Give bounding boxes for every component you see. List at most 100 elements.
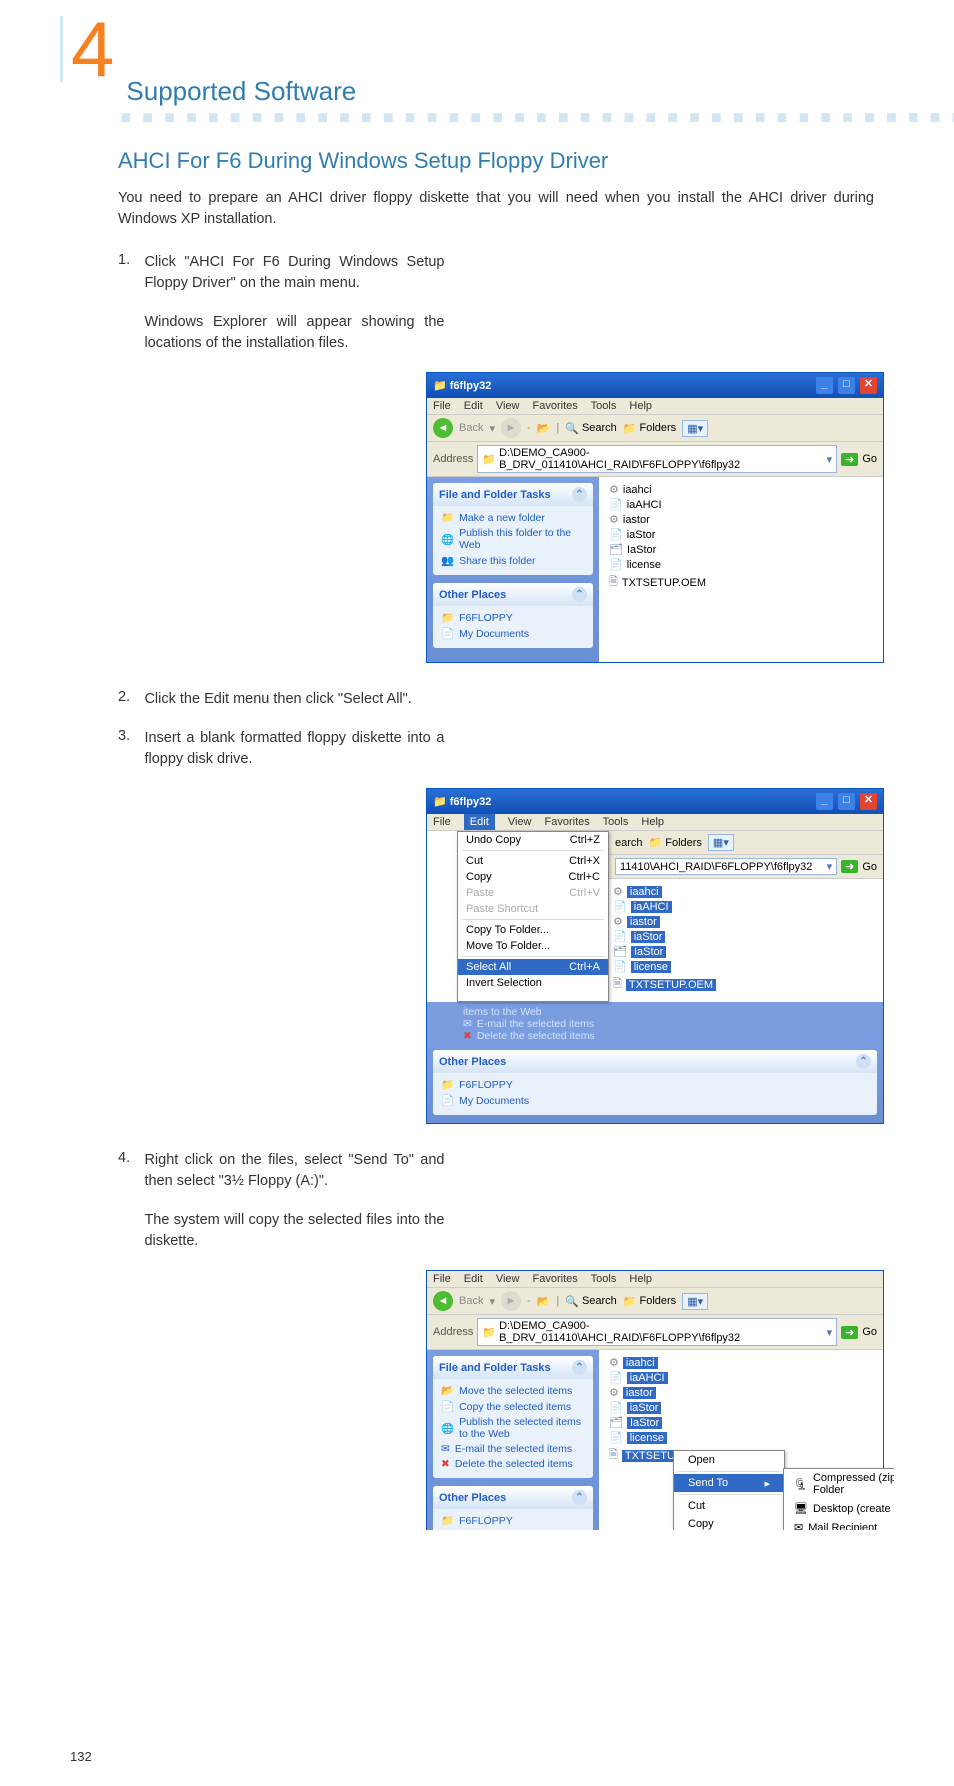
view-button[interactable]: ▦▾ <box>708 834 734 851</box>
maximize-icon[interactable]: □ <box>838 793 855 810</box>
side-extra-delete[interactable]: ✖Delete the selected items <box>463 1030 875 1042</box>
file-item[interactable]: iaStor <box>631 931 666 943</box>
ctx-send-to[interactable]: Send To▸ <box>674 1474 784 1492</box>
menu-view[interactable]: View <box>508 816 532 828</box>
file-item[interactable]: IaStor <box>627 544 656 556</box>
task-copy[interactable]: 📄Copy the selected items <box>441 1400 585 1413</box>
ctx-open[interactable]: Open <box>674 1451 784 1469</box>
chevron-down-icon[interactable]: ▾ <box>827 860 833 873</box>
menu-favorites[interactable]: Favorites <box>533 400 578 412</box>
menu-help[interactable]: Help <box>641 816 664 828</box>
back-icon[interactable]: ◄ <box>433 1291 453 1311</box>
side-extra-email[interactable]: ✉E-mail the selected items <box>463 1018 875 1030</box>
file-item[interactable]: license <box>631 961 671 973</box>
edit-cut[interactable]: CutCtrl+X <box>458 853 608 869</box>
menu-tools[interactable]: Tools <box>603 816 629 828</box>
task-new-folder[interactable]: 📁Make a new folder <box>441 511 585 524</box>
address-input[interactable]: 📁 D:\DEMO_CA900-B_DRV_011410\AHCI_RAID\F… <box>477 445 837 473</box>
menu-help[interactable]: Help <box>629 1273 652 1285</box>
place-f6floppy[interactable]: 📁F6FLOPPY <box>441 611 585 624</box>
task-move[interactable]: 📂Move the selected items <box>441 1384 585 1397</box>
maximize-icon[interactable]: □ <box>838 377 855 394</box>
menu-help[interactable]: Help <box>629 400 652 412</box>
search-label[interactable]: Search <box>582 422 617 434</box>
place-documents[interactable]: 📄My Documents <box>441 627 585 640</box>
chevron-down-icon[interactable]: ▾ <box>827 1326 833 1339</box>
search-icon[interactable]: 🔍 <box>565 1295 579 1308</box>
folders-icon[interactable]: 📁 <box>649 836 663 849</box>
menu-favorites[interactable]: Favorites <box>533 1273 578 1285</box>
task-email[interactable]: ✉E-mail the selected items <box>441 1443 585 1455</box>
folders-icon[interactable]: 📁 <box>623 422 637 435</box>
edit-copy-to[interactable]: Copy To Folder... <box>458 922 608 938</box>
file-item[interactable]: iastor <box>627 916 660 928</box>
forward-icon[interactable]: ► <box>501 418 521 438</box>
menu-file[interactable]: File <box>433 400 451 412</box>
up-icon[interactable]: 📂 <box>537 422 551 435</box>
forward-icon[interactable]: ► <box>501 1291 521 1311</box>
task-publish[interactable]: 🌐Publish this folder to the Web <box>441 527 585 551</box>
file-item[interactable]: iastor <box>623 1387 656 1399</box>
go-button[interactable]: ➜ <box>841 453 858 466</box>
folders-label[interactable]: Folders <box>640 1295 677 1307</box>
folders-icon[interactable]: 📁 <box>623 1295 637 1308</box>
folders-label[interactable]: Folders <box>640 422 677 434</box>
menu-tools[interactable]: Tools <box>591 400 617 412</box>
edit-move-to[interactable]: Move To Folder... <box>458 938 608 954</box>
edit-select-all[interactable]: Select AllCtrl+A <box>458 959 608 975</box>
place-f6floppy[interactable]: 📁F6FLOPPY <box>441 1078 869 1091</box>
file-item[interactable]: TXTSETUP.OEM <box>626 979 716 991</box>
close-icon[interactable]: ✕ <box>860 793 877 810</box>
task-delete[interactable]: ✖Delete the selected items <box>441 1458 585 1470</box>
collapse-icon[interactable]: ⌃ <box>572 587 587 602</box>
minimize-icon[interactable]: _ <box>816 793 833 810</box>
sendto-zip[interactable]: 🗜Compressed (zipped) Folder <box>784 1469 894 1499</box>
search-label[interactable]: Search <box>582 1295 617 1307</box>
back-icon[interactable]: ◄ <box>433 418 453 438</box>
menu-favorites[interactable]: Favorites <box>545 816 590 828</box>
file-item[interactable]: iaStor <box>627 529 656 541</box>
side-extra[interactable]: items to the Web <box>463 1006 875 1018</box>
minimize-icon[interactable]: _ <box>816 377 833 394</box>
place-f6floppy[interactable]: 📁F6FLOPPY <box>441 1514 585 1527</box>
file-item[interactable]: iastor <box>623 514 650 526</box>
address-input[interactable]: 11410\AHCI_RAID\F6FLOPPY\f6flpy32 ▾ <box>615 858 837 875</box>
go-button[interactable]: ➜ <box>841 860 858 873</box>
menu-view[interactable]: View <box>496 1273 520 1285</box>
search-icon[interactable]: 🔍 <box>565 422 579 435</box>
view-button[interactable]: ▦▾ <box>682 1293 708 1310</box>
file-item[interactable]: iaahci <box>623 1357 658 1369</box>
edit-copy[interactable]: CopyCtrl+C <box>458 869 608 885</box>
menu-file[interactable]: File <box>433 816 451 828</box>
file-item[interactable]: IaStor <box>627 1417 662 1429</box>
address-input[interactable]: 📁 D:\DEMO_CA900-B_DRV_011410\AHCI_RAID\F… <box>477 1318 837 1346</box>
menu-edit[interactable]: Edit <box>464 1273 483 1285</box>
edit-undo[interactable]: Undo CopyCtrl+Z <box>458 832 608 848</box>
sendto-mail[interactable]: ✉Mail Recipient <box>784 1518 894 1530</box>
menu-file[interactable]: File <box>433 1273 451 1285</box>
menu-edit[interactable]: Edit <box>464 400 483 412</box>
close-icon[interactable]: ✕ <box>860 377 877 394</box>
menu-tools[interactable]: Tools <box>591 1273 617 1285</box>
menu-edit-active[interactable]: Edit <box>464 814 495 830</box>
collapse-icon[interactable]: ⌃ <box>856 1054 871 1069</box>
view-button[interactable]: ▦▾ <box>682 420 708 437</box>
sendto-desktop[interactable]: 🖥Desktop (create shortcut) <box>784 1499 894 1518</box>
file-item[interactable]: TXTSETUP.OEM <box>622 577 706 589</box>
collapse-icon[interactable]: ⌃ <box>572 1360 587 1375</box>
search-label[interactable]: earch <box>615 837 643 849</box>
file-item[interactable]: license <box>627 1432 667 1444</box>
folders-label[interactable]: Folders <box>665 837 702 849</box>
collapse-icon[interactable]: ⌃ <box>572 1490 587 1505</box>
file-item[interactable]: iaStor <box>627 1402 662 1414</box>
file-item[interactable]: iaahci <box>623 484 652 496</box>
file-item[interactable]: iaahci <box>627 886 662 898</box>
go-button[interactable]: ➜ <box>841 1326 858 1339</box>
task-share[interactable]: 👥Share this folder <box>441 554 585 567</box>
ctx-copy[interactable]: Copy <box>674 1515 784 1530</box>
menu-view[interactable]: View <box>496 400 520 412</box>
file-item[interactable]: iaAHCI <box>627 1372 668 1384</box>
edit-invert[interactable]: Invert Selection <box>458 975 608 991</box>
chevron-down-icon[interactable]: ▾ <box>827 453 833 466</box>
file-item[interactable]: license <box>627 559 661 571</box>
